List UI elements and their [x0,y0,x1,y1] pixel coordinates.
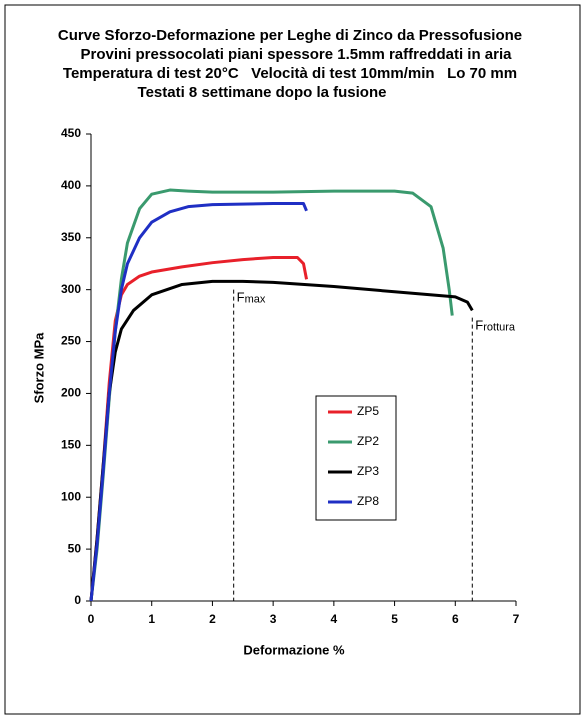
x-tick-label: 3 [270,612,277,626]
legend-label: ZP3 [357,464,379,478]
annotation-sub: rottura [483,322,516,334]
y-axis-label: Sforzo MPa [31,332,46,404]
title-line: Temperatura di test 20°C Velocità di tes… [63,65,517,82]
y-tick-label: 400 [61,178,81,192]
x-tick-label: 2 [209,612,216,626]
y-tick-label: 300 [61,282,81,296]
series-line [89,202,308,602]
x-tick-label: 7 [513,612,520,626]
y-tick-label: 100 [61,489,81,503]
annotation-label: F [475,318,483,333]
x-tick-label: 1 [148,612,155,626]
legend-box [315,395,397,521]
y-tick-label: 150 [61,438,81,452]
title-line: Testati 8 settimane dopo la fusione [138,84,387,101]
legend-label: ZP5 [357,404,379,418]
y-tick-label: 250 [61,334,81,348]
annotation-label: F [237,290,245,305]
x-tick-label: 4 [331,612,338,626]
y-tick-label: 450 [61,126,81,140]
x-axis-label: Deformazione % [243,642,345,657]
x-tick-label: 6 [452,612,459,626]
annotation: Fmax [237,290,266,305]
y-tick-label: 350 [61,230,81,244]
legend-label: ZP2 [357,434,379,448]
y-tick-label: 50 [68,541,82,555]
y-tick-label: 200 [61,386,81,400]
legend-label: ZP8 [357,494,379,508]
y-tick-label: 0 [74,593,81,607]
annotation-sub: max [245,294,266,306]
annotation: Frottura [475,318,516,333]
title-line: Provini pressocolati piani spessore 1.5m… [81,46,513,63]
chart-frame [4,4,581,715]
x-tick-label: 5 [391,612,398,626]
title-line: Curve Sforzo-Deformazione per Leghe di Z… [58,27,522,44]
x-tick-label: 0 [88,612,95,626]
